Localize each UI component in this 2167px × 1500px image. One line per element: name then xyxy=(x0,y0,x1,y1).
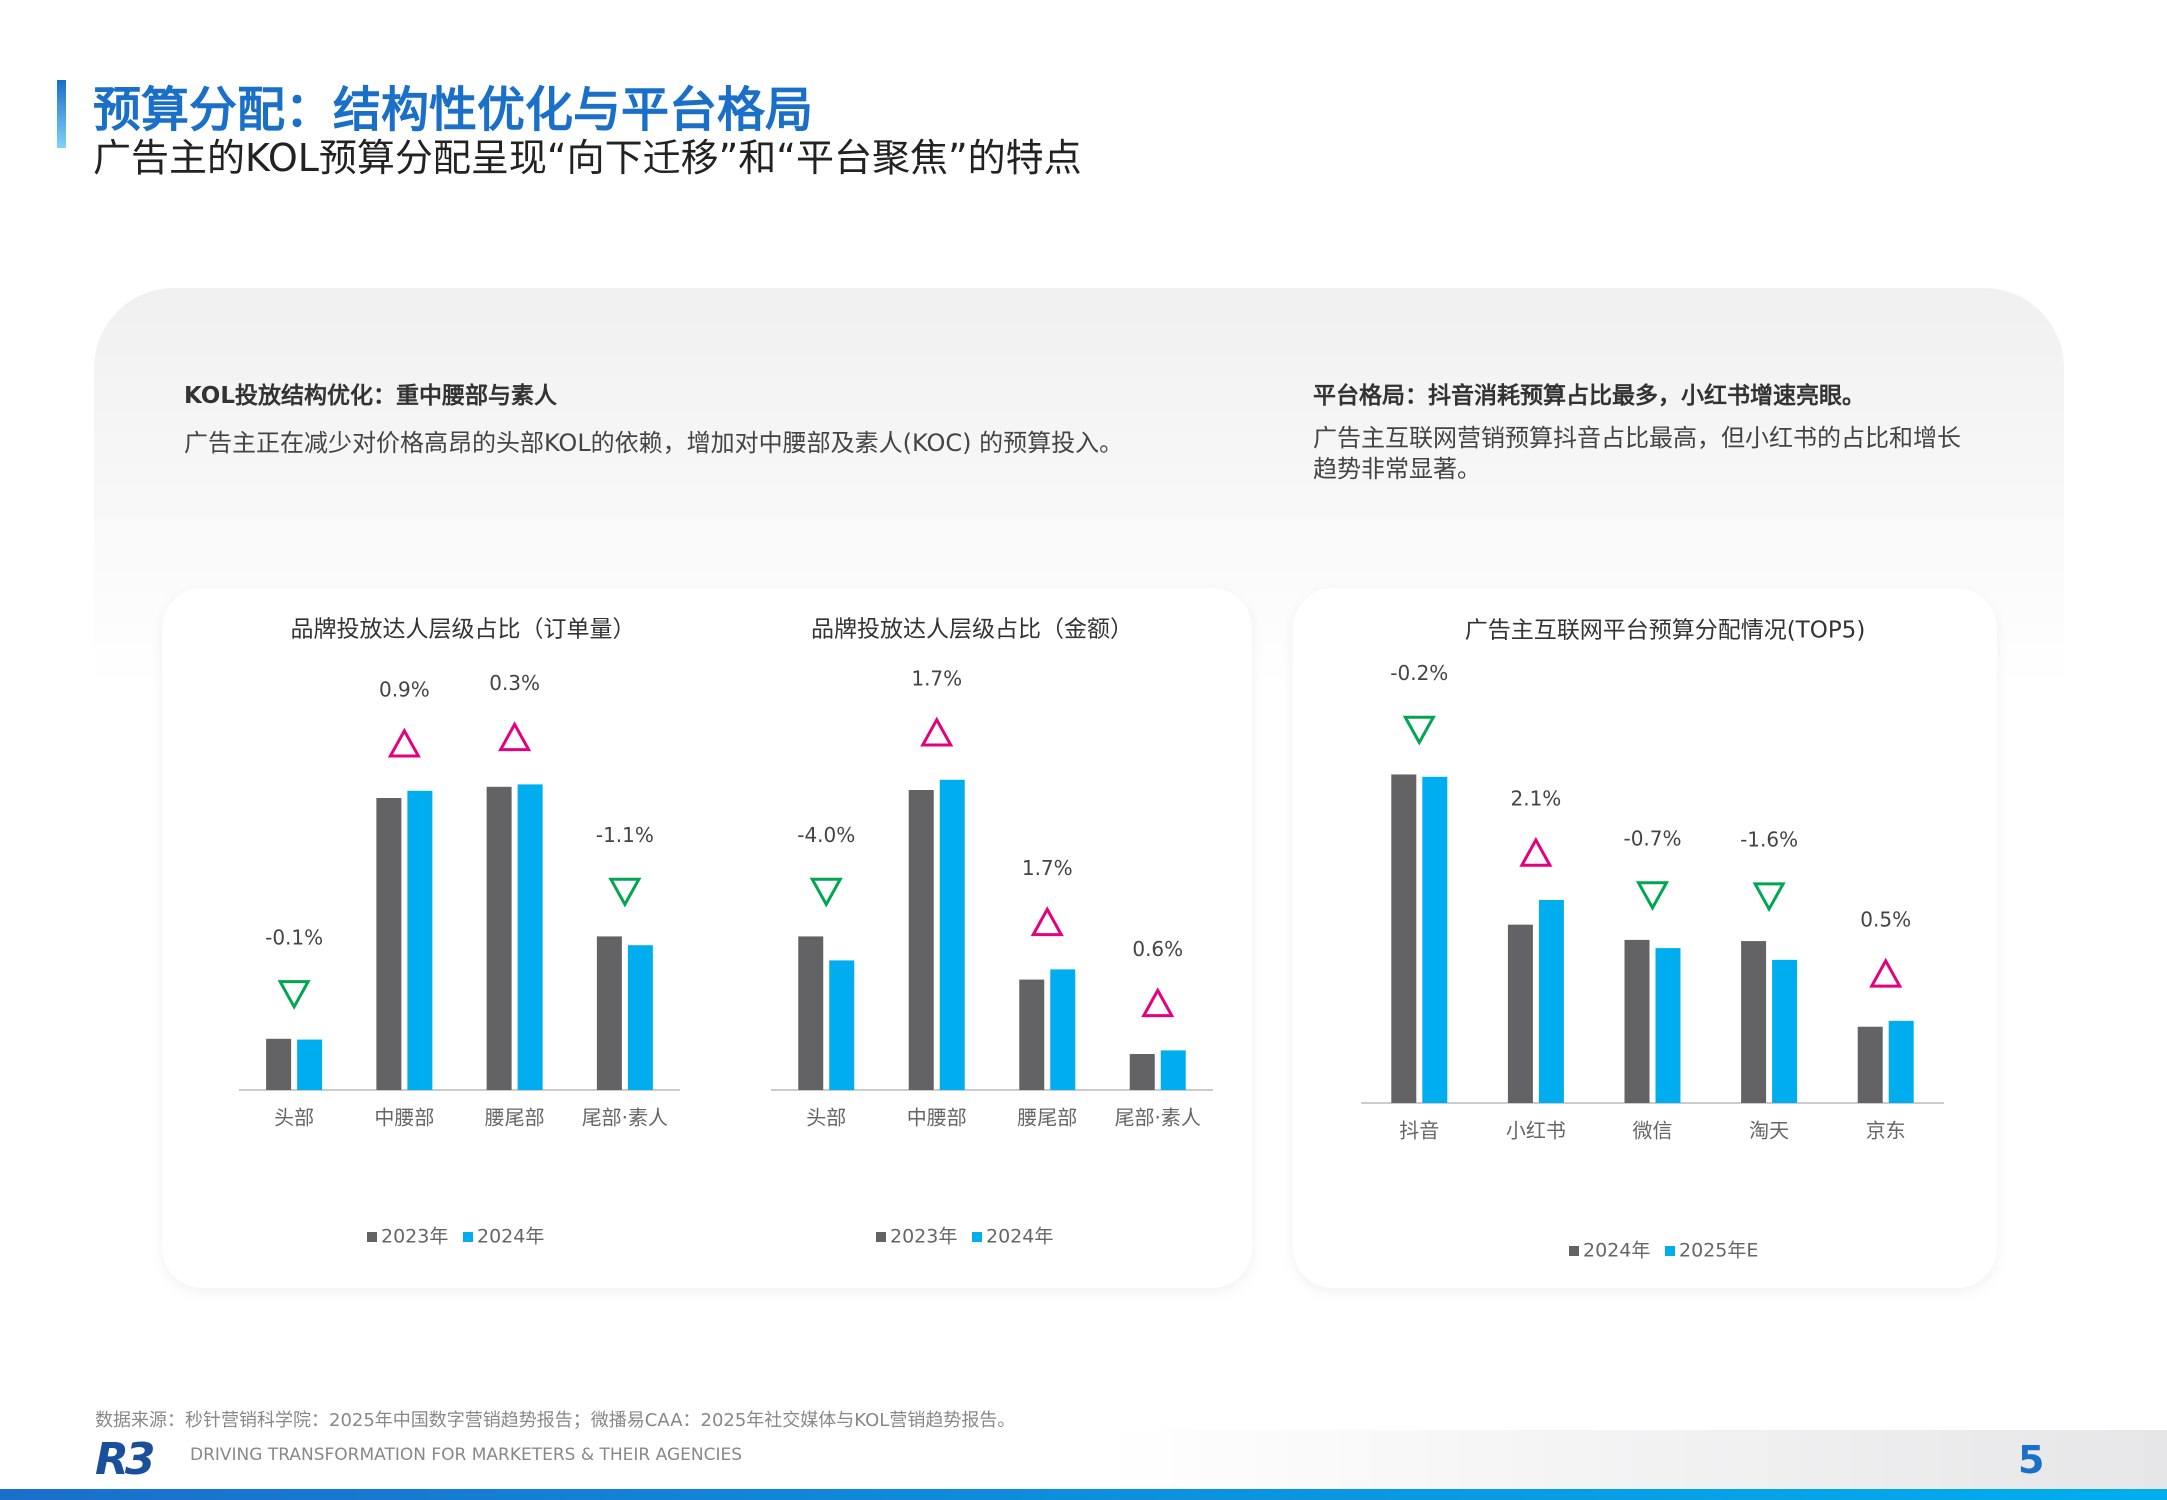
up-triangle xyxy=(1519,836,1553,867)
bar xyxy=(829,960,855,1090)
bar xyxy=(1741,941,1767,1103)
logo: R3 xyxy=(95,1434,155,1485)
accent-bar xyxy=(57,80,66,148)
change-label: 0.6% xyxy=(1132,937,1183,961)
down-triangle xyxy=(608,877,642,908)
footer-band xyxy=(1100,1430,2167,1490)
legend-label: 2024年 xyxy=(477,1226,544,1248)
subtitle: 广告主的KOL预算分配呈现“向下迁移”和“平台聚焦”的特点 xyxy=(93,136,1082,180)
chart-title: 品牌投放达人层级占比（订单量） xyxy=(291,617,636,643)
x-tick-label: 头部 xyxy=(274,1106,314,1130)
bar xyxy=(1422,776,1448,1103)
down-triangle xyxy=(1752,882,1786,913)
bar xyxy=(407,790,433,1090)
bar xyxy=(1160,1050,1186,1090)
section-heading: KOL投放结构优化：重中腰部与素人 xyxy=(184,383,557,409)
change-label: 2.1% xyxy=(1510,787,1561,811)
down-triangle xyxy=(1402,715,1436,746)
up-triangle xyxy=(1869,957,1903,988)
bar xyxy=(1857,1026,1883,1103)
change-label: 0.5% xyxy=(1860,907,1911,931)
up-triangle xyxy=(1030,906,1064,937)
legend-label: 2025年E xyxy=(1679,1240,1758,1262)
up-triangle xyxy=(920,716,954,747)
bar xyxy=(798,936,824,1090)
x-tick-label: 中腰部 xyxy=(374,1106,434,1130)
bar xyxy=(297,1039,323,1090)
change-label: -0.7% xyxy=(1623,826,1681,850)
x-tick-label: 微信 xyxy=(1633,1119,1673,1143)
title: 预算分配：结构性优化与平台格局 xyxy=(93,82,814,138)
legend-label: 2023年 xyxy=(890,1226,957,1248)
x-tick-label: 头部 xyxy=(806,1106,846,1130)
bar xyxy=(517,784,543,1090)
legend-label: 2023年 xyxy=(381,1226,448,1248)
bar xyxy=(1019,979,1045,1090)
x-tick-label: 腰尾部 xyxy=(485,1106,545,1130)
legend-swatch xyxy=(1569,1246,1579,1256)
section-heading: 平台格局：抖音消耗预算占比最多，小红书增速亮眼。 xyxy=(1313,383,1865,409)
up-triangle xyxy=(498,721,532,752)
legend-label: 2024年 xyxy=(986,1226,1053,1248)
x-tick-label: 尾部·素人 xyxy=(1115,1106,1201,1130)
chart-title: 品牌投放达人层级占比（金额） xyxy=(811,617,1133,643)
bar xyxy=(376,798,402,1090)
legend-swatch xyxy=(972,1232,982,1242)
legend-swatch xyxy=(463,1232,473,1242)
x-tick-label: 京东 xyxy=(1866,1119,1906,1143)
change-label: 0.3% xyxy=(489,671,540,695)
bar xyxy=(596,936,622,1090)
x-tick-label: 中腰部 xyxy=(907,1106,967,1130)
x-tick-label: 小红书 xyxy=(1506,1119,1566,1143)
section-body: 广告主互联网营销预算抖音占比最高，但小红书的占比和增长趋势非常显著。 xyxy=(1313,424,1961,483)
bar xyxy=(1507,924,1533,1103)
up-triangle xyxy=(1141,987,1175,1018)
bottom-bar xyxy=(0,1489,2167,1500)
legend-label: 2024年 xyxy=(1583,1240,1650,1262)
x-tick-label: 腰尾部 xyxy=(1017,1106,1077,1130)
change-label: 1.7% xyxy=(1022,856,1073,880)
change-label: -1.6% xyxy=(1740,828,1798,852)
change-label: -0.1% xyxy=(265,925,323,949)
section-body: 广告主正在减少对价格高昂的头部KOL的依赖，增加对中腰部及素人(KOC) 的预算… xyxy=(184,429,1124,457)
legend-swatch xyxy=(876,1232,886,1242)
bar xyxy=(266,1038,292,1090)
tagline: DRIVING TRANSFORMATION FOR MARKETERS & T… xyxy=(190,1445,743,1465)
change-label: -4.0% xyxy=(797,823,855,847)
x-tick-label: 抖音 xyxy=(1399,1119,1439,1143)
bar xyxy=(939,779,965,1090)
down-triangle xyxy=(1635,881,1670,911)
change-label: 0.9% xyxy=(379,677,430,701)
change-label: -0.2% xyxy=(1390,661,1448,685)
bar xyxy=(1772,959,1798,1103)
legend-swatch xyxy=(1665,1246,1675,1256)
x-tick-label: 淘天 xyxy=(1749,1119,1789,1143)
bar xyxy=(1538,900,1564,1103)
up-triangle xyxy=(387,727,421,758)
bar xyxy=(1050,969,1076,1090)
down-triangle xyxy=(277,980,311,1010)
change-label: 1.7% xyxy=(911,666,962,690)
chart-title: 广告主互联网平台预算分配情况(TOP5) xyxy=(1465,618,1866,644)
bar xyxy=(1391,774,1417,1103)
bar xyxy=(908,790,934,1090)
page-number: 5 xyxy=(2018,1438,2045,1482)
bar xyxy=(1888,1020,1914,1103)
bar xyxy=(1655,948,1681,1103)
x-tick-label: 尾部·素人 xyxy=(582,1106,668,1130)
bar xyxy=(1624,939,1650,1103)
change-label: -1.1% xyxy=(596,823,654,847)
card xyxy=(162,588,1252,1288)
legend-swatch xyxy=(367,1232,377,1242)
source: 数据来源：秒针营销科学院：2025年中国数字营销趋势报告；微播易CAA：2025… xyxy=(95,1410,1016,1431)
bar xyxy=(627,945,653,1090)
down-triangle xyxy=(809,877,843,908)
bar xyxy=(1129,1054,1155,1090)
bar xyxy=(486,786,512,1090)
